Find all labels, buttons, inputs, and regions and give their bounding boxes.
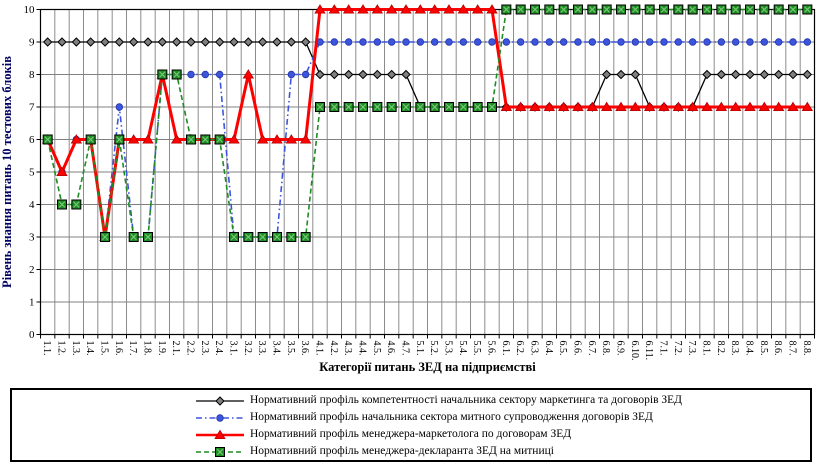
svg-text:9: 9 <box>29 37 35 49</box>
legend-item-green-series: Нормативний профіль менеджера-декларанта… <box>195 443 810 458</box>
svg-text:5.2.: 5.2. <box>428 341 439 356</box>
legend-item-blue-series: Нормативний профіль начальника сектора м… <box>195 409 810 424</box>
chart-svg: 0 1 2 3 4 5 6 7 8 9 10 1.1. 1.2. 1.3. 1.4. 1.5. 1.6. 1.7.… <box>0 4 816 374</box>
svg-text:1.6.: 1.6. <box>113 341 124 356</box>
svg-text:10: 10 <box>24 4 36 16</box>
legend-sample-svg <box>196 395 244 406</box>
svg-text:6.7.: 6.7. <box>586 341 597 356</box>
x-axis-title: Категорії питань ЗЕД на підприємстві <box>319 360 536 374</box>
svg-text:8.6.: 8.6. <box>772 341 783 356</box>
svg-text:7.1.: 7.1. <box>658 341 669 356</box>
svg-text:6.10.: 6.10. <box>629 341 640 361</box>
svg-text:3.1.: 3.1. <box>228 341 239 356</box>
svg-text:4.1.: 4.1. <box>314 341 325 356</box>
svg-text:8.4.: 8.4. <box>744 341 755 356</box>
square-marker-icon <box>195 445 245 457</box>
legend-label: Нормативний профіль менеджера-маркетолог… <box>250 427 572 440</box>
svg-text:8.2.: 8.2. <box>715 341 726 356</box>
svg-text:6.9.: 6.9. <box>615 341 626 356</box>
svg-text:1.8.: 1.8. <box>142 341 153 356</box>
svg-text:1.1.: 1.1. <box>41 341 52 356</box>
svg-text:2.1.: 2.1. <box>170 341 181 356</box>
svg-text:2: 2 <box>29 264 35 276</box>
svg-text:6.11.: 6.11. <box>643 341 654 361</box>
svg-text:8.8.: 8.8. <box>801 341 812 356</box>
svg-text:1.4.: 1.4. <box>84 341 95 356</box>
series-square <box>42 4 813 242</box>
svg-text:4.3.: 4.3. <box>342 341 353 356</box>
svg-text:1.9.: 1.9. <box>156 341 167 356</box>
y-axis-title: Рівень знання питань 10 тестових блоків <box>0 56 14 288</box>
y-axis-tick-labels: 0 1 2 3 4 5 6 7 8 9 10 <box>24 4 36 341</box>
svg-text:8.1.: 8.1. <box>701 341 712 356</box>
svg-text:6.6.: 6.6. <box>572 341 583 356</box>
svg-text:4.6.: 4.6. <box>385 341 396 356</box>
svg-text:1.3.: 1.3. <box>70 341 81 356</box>
svg-text:3.4.: 3.4. <box>271 341 282 356</box>
chart-legend: Нормативний профіль компетентності начал… <box>10 388 812 462</box>
svg-text:6.8.: 6.8. <box>600 341 611 356</box>
axis-ticks <box>36 9 815 339</box>
svg-text:4.2.: 4.2. <box>328 341 339 356</box>
legend-label: Нормативний профіль менеджера-декларанта… <box>250 444 554 457</box>
svg-text:6.5.: 6.5. <box>557 341 568 356</box>
svg-text:8.7.: 8.7. <box>787 341 798 356</box>
svg-text:3.6.: 3.6. <box>299 341 310 356</box>
svg-text:8.3.: 8.3. <box>729 341 740 356</box>
svg-text:6.3.: 6.3. <box>529 341 540 356</box>
svg-text:5.6.: 5.6. <box>486 341 497 356</box>
triangle-marker-icon <box>195 428 245 440</box>
chart-plot-area: 0 1 2 3 4 5 6 7 8 9 10 1.1. 1.2. 1.3. 1.4. 1.5. 1.6. 1.7.… <box>0 4 816 374</box>
legend-sample-svg <box>196 413 244 422</box>
svg-text:7.2.: 7.2. <box>672 341 683 356</box>
svg-text:5.1.: 5.1. <box>414 341 425 356</box>
diamond-marker-icon <box>195 394 245 406</box>
circle-marker-icon <box>195 411 245 423</box>
series-square-markers <box>42 4 813 242</box>
svg-text:7: 7 <box>29 102 35 114</box>
legend-item-black-series: Нормативний профіль компетентності начал… <box>195 392 810 407</box>
svg-text:4.4.: 4.4. <box>357 341 368 356</box>
svg-text:5: 5 <box>29 167 35 179</box>
svg-text:7.3.: 7.3. <box>686 341 697 356</box>
svg-text:3.2.: 3.2. <box>242 341 253 356</box>
legend-sample-svg <box>196 429 244 439</box>
legend-label: Нормативний профіль компетентності начал… <box>250 393 683 406</box>
svg-text:6.4.: 6.4. <box>543 341 554 356</box>
svg-text:6: 6 <box>29 134 35 146</box>
svg-text:2.4.: 2.4. <box>213 341 224 356</box>
svg-text:3.5.: 3.5. <box>285 341 296 356</box>
svg-text:5.5.: 5.5. <box>471 341 482 356</box>
legend-item-red-series: Нормативний профіль менеджера-маркетолог… <box>195 426 810 441</box>
svg-text:1.2.: 1.2. <box>56 341 67 356</box>
svg-text:6.1.: 6.1. <box>500 341 511 356</box>
svg-text:1.5.: 1.5. <box>99 341 110 356</box>
svg-text:4.5.: 4.5. <box>371 341 382 356</box>
svg-text:1.7.: 1.7. <box>127 341 138 356</box>
svg-text:2.3.: 2.3. <box>199 341 210 356</box>
svg-text:1: 1 <box>29 297 35 309</box>
svg-text:3.3.: 3.3. <box>256 341 267 356</box>
svg-text:8.5.: 8.5. <box>758 341 769 356</box>
legend-label: Нормативний профіль начальника сектора м… <box>250 410 653 423</box>
svg-text:3: 3 <box>29 232 35 244</box>
svg-text:5.4.: 5.4. <box>457 341 468 356</box>
x-axis-tick-labels: 1.1. 1.2. 1.3. 1.4. 1.5. 1.6. 1.7. 1.8. 1.9. 2.1.… <box>41 341 812 361</box>
svg-text:5.3.: 5.3. <box>443 341 454 356</box>
svg-text:2.2.: 2.2. <box>185 341 196 356</box>
legend-sample-svg <box>196 446 244 457</box>
svg-text:6.2.: 6.2. <box>514 341 525 356</box>
svg-text:4.7.: 4.7. <box>400 341 411 356</box>
svg-text:8: 8 <box>29 69 35 81</box>
svg-text:0: 0 <box>29 329 35 341</box>
svg-text:4: 4 <box>29 199 35 211</box>
gridlines <box>40 9 815 335</box>
